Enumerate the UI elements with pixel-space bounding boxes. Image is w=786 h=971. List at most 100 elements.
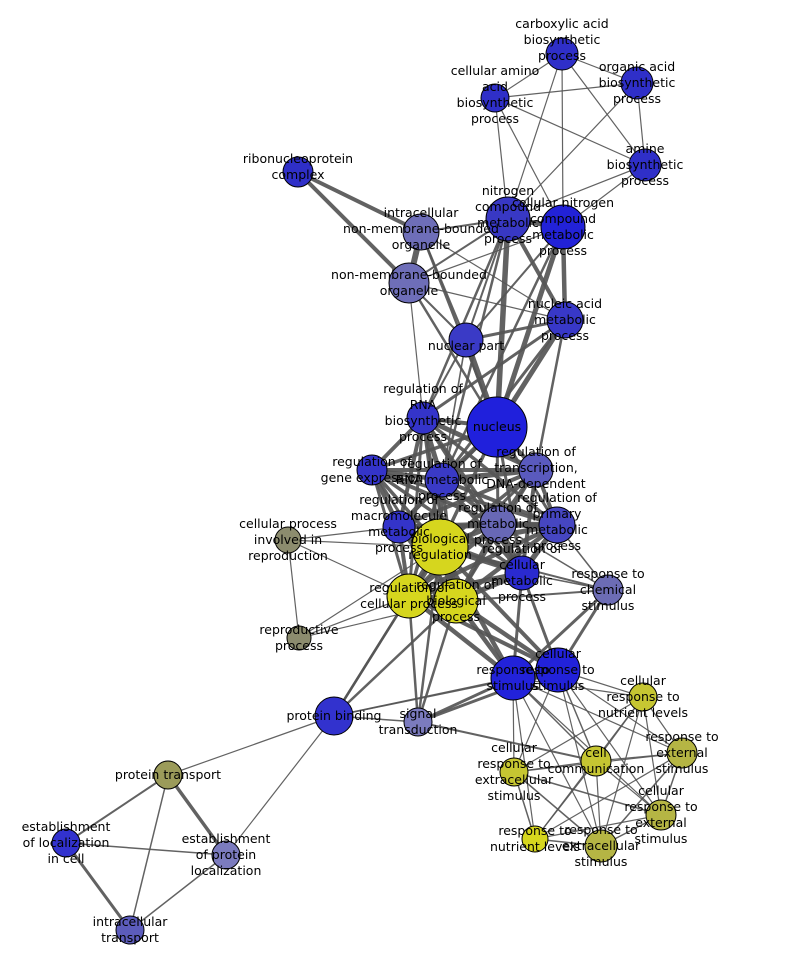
network-edge <box>512 677 683 754</box>
network-node-regulation_of_cellular_metabolic[interactable] <box>504 555 540 591</box>
network-edge <box>494 97 646 166</box>
network-node-label-cellular_response_to_stimulus: cellular response to stimulus <box>521 646 594 693</box>
network-node-label-cellular_response_to_extracellular_stimulus: cellular response to extracellular stimulus <box>475 740 554 803</box>
network-edge <box>65 774 169 844</box>
network-edge <box>561 53 646 166</box>
network-node-label-nucleic_acid_metabolic: nucleic acid metabolic process <box>528 296 602 343</box>
network-node-response_to_stimulus[interactable] <box>490 655 536 701</box>
network-node-cellular_process_involved_in_reproduction[interactable] <box>274 526 302 554</box>
network-edge <box>497 523 609 591</box>
network-node-cellular_response_to_extracellular_stimulus[interactable] <box>499 757 529 787</box>
network-node-label-cellular_nitrogen_compound_metabolic: cellular nitrogen compound metabolic proces… <box>512 195 614 258</box>
network-node-biological_regulation[interactable] <box>411 518 469 576</box>
network-edge <box>421 318 567 420</box>
network-node-nucleic_acid_metabolic[interactable] <box>546 301 584 339</box>
network-node-label-nuclear_part: nuclear part <box>428 338 504 353</box>
network-node-label-regulation_of_biological_process: regulation of biological process <box>416 577 496 624</box>
network-node-regulation_of_macromolecule_metabolic[interactable] <box>382 510 416 544</box>
network-node-amine_biosynthetic[interactable] <box>628 148 662 182</box>
network-edge <box>417 721 597 762</box>
network-node-nuclear_part[interactable] <box>448 322 484 358</box>
network-node-ribonucleoprotein_complex[interactable] <box>282 156 314 188</box>
network-node-label-cellular_amino_acid_biosynthetic: cellular amino acid biosynthetic process <box>451 63 540 126</box>
network-node-cellular_response_to_stimulus[interactable] <box>535 647 581 693</box>
network-node-regulation_of_metabolic_process[interactable] <box>479 505 517 543</box>
network-node-regulation_of_biological_process[interactable] <box>433 578 479 624</box>
network-node-response_to_extracellular_stimulus[interactable] <box>584 829 618 863</box>
network-edge <box>534 318 567 472</box>
network-node-response_to_external_stimulus[interactable] <box>666 737 698 769</box>
network-node-label-protein_binding: protein binding <box>286 708 381 723</box>
network-node-cellular_amino_acid_biosynthetic[interactable] <box>480 83 510 113</box>
network-node-cellular_response_to_external_stimulus[interactable] <box>645 799 677 831</box>
network-edge <box>512 677 662 816</box>
network-node-regulation_of_transcription_dna_dependent[interactable] <box>518 452 554 488</box>
network-edge <box>64 841 132 932</box>
network-edge <box>534 760 597 840</box>
network-node-non_membrane_bounded_organelle[interactable] <box>388 262 430 304</box>
network-node-label-intracellular_transport: intracellular transport <box>93 914 169 945</box>
network-node-nitrogen_compound_metabolic[interactable] <box>485 196 531 242</box>
network-node-cellular_nitrogen_compound_metabolic[interactable] <box>540 204 586 250</box>
network-edge <box>557 669 602 847</box>
network-edge <box>600 696 644 847</box>
network-node-establishment_of_localization_in_cell[interactable] <box>51 828 81 858</box>
network-node-label-regulation_of_rna_biosynthetic: regulation of RNA biosynthetic process <box>383 381 463 444</box>
network-node-cellular_response_to_nutrient_levels[interactable] <box>628 682 658 712</box>
network-node-organic_acid_biosynthetic[interactable] <box>620 66 654 100</box>
network-edge <box>225 715 335 856</box>
network-node-label-regulation_of_transcription_dna_dependent: regulation of transcription, DNA-dependent <box>486 444 585 491</box>
network-node-protein_transport[interactable] <box>153 760 183 790</box>
network-edge <box>332 594 411 718</box>
network-edge <box>465 226 564 341</box>
network-edge <box>561 53 564 228</box>
network-edge <box>513 771 602 847</box>
network-node-label-regulation_of_cellular_metabolic: regulation of cellular metabolic process <box>482 541 562 604</box>
network-edge <box>494 216 511 430</box>
network-node-intracellular_transport[interactable] <box>115 915 145 945</box>
network-node-label-carboxylic_acid_biosynthetic: carboxylic acid biosynthetic process <box>515 16 608 63</box>
network-node-nucleus[interactable] <box>466 396 528 458</box>
node-layer <box>51 37 698 945</box>
network-node-regulation_of_rna_biosynthetic[interactable] <box>406 401 440 435</box>
network-node-response_to_nutrient_levels[interactable] <box>521 825 549 853</box>
network-node-response_to_chemical_stimulus[interactable] <box>592 574 624 606</box>
network-node-label-establishment_of_protein_localization: establishment of protein localization <box>182 831 271 878</box>
network-node-protein_binding[interactable] <box>314 696 354 736</box>
network-node-cell_communication[interactable] <box>580 745 612 777</box>
network-node-establishment_of_protein_localization[interactable] <box>211 840 241 870</box>
network-edge <box>557 669 683 754</box>
network-edge <box>512 677 536 840</box>
network-edge <box>408 226 564 284</box>
network-node-regulation_of_rna_metabolic[interactable] <box>424 462 460 498</box>
network-node-label-regulation_of_metabolic_process: regulation of metabolic process <box>458 500 538 547</box>
network-node-label-cellular_response_to_nutrient_levels: cellular response to nutrient levels <box>598 673 688 720</box>
network-node-regulation_of_gene_expression[interactable] <box>356 454 388 486</box>
network-node-label-cell_communication: cell communication <box>548 745 645 776</box>
network-node-label-establishment_of_localization_in_cell: establishment of localization in cell <box>22 819 111 866</box>
network-node-signal_transduction[interactable] <box>403 707 433 737</box>
network-edge <box>370 468 559 527</box>
network-edge <box>455 589 609 602</box>
network-node-intracellular_non_membrane_organelle[interactable] <box>402 213 440 251</box>
network-edge <box>166 773 228 857</box>
network-node-label-amine_biosynthetic: amine biosynthetic process <box>607 141 684 188</box>
network-node-label-protein_transport: protein transport <box>115 767 221 782</box>
network-edge <box>534 814 662 840</box>
network-edge <box>513 771 662 816</box>
network-node-label-regulation_of_cellular_process: regulation of cellular process <box>360 580 458 611</box>
network-node-label-regulation_of_rna_metabolic: regulation of RNA metabolic process <box>396 456 489 503</box>
network-node-regulation_of_primary_metabolic[interactable] <box>538 506 576 544</box>
network-node-reproductive_process[interactable] <box>286 625 312 651</box>
network-edge <box>512 677 602 847</box>
network-node-label-biological_regulation: biological regulation <box>408 531 472 562</box>
network-edge <box>65 842 227 856</box>
network-edge <box>298 600 457 639</box>
network-node-regulation_of_cellular_process[interactable] <box>386 573 432 619</box>
network-edge <box>296 170 411 285</box>
network-edge <box>129 774 169 931</box>
network-node-carboxylic_acid_biosynthetic[interactable] <box>545 37 579 71</box>
network-edge <box>507 53 563 220</box>
